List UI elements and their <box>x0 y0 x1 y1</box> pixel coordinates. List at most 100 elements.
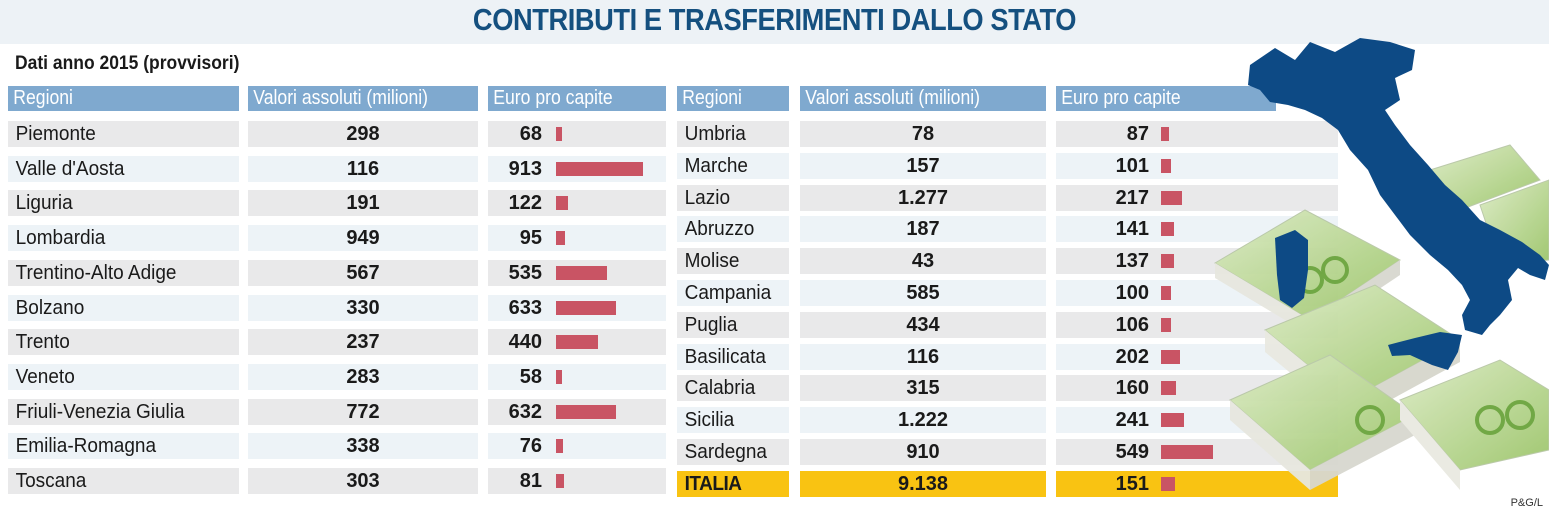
per-capita-bar <box>1161 158 1171 173</box>
money-stacks-icon <box>1214 38 1549 490</box>
region-name: Valle d'Aosta <box>15 157 125 180</box>
per-capita-value: 106 <box>1115 313 1149 336</box>
absolute-value-cell: 283 <box>248 363 478 390</box>
per-capita-value: 141 <box>1115 218 1149 241</box>
region-cell: Friuli-Venezia Giulia <box>8 398 239 425</box>
header-label: Regioni <box>682 87 742 109</box>
region-cell: Sardegna <box>677 439 789 465</box>
per-capita-value: 122 <box>508 192 542 215</box>
region-cell: Emilia-Romagna <box>8 433 239 460</box>
absolute-value-cell: 116 <box>800 343 1046 370</box>
absolute-value-cell: 772 <box>248 398 478 425</box>
per-capita-bar <box>1161 445 1213 459</box>
absolute-value-cell: 9.138 <box>800 470 1046 497</box>
per-capita-bar <box>1161 381 1176 396</box>
region-cell: Toscana <box>8 468 239 494</box>
absolute-value-cell: 434 <box>800 311 1046 338</box>
per-capita-bar <box>556 404 616 419</box>
italy-mainland-shape <box>1248 38 1549 335</box>
absolute-value-cell: 330 <box>248 294 478 321</box>
per-capita-bar <box>556 474 564 488</box>
per-capita-value: 160 <box>1115 377 1149 400</box>
header-regions-right: Regioni <box>677 86 789 111</box>
per-capita-cell: 76 <box>488 433 666 460</box>
header-percapita-left: Euro pro capite <box>488 86 666 111</box>
per-capita-cell: 535 <box>488 259 666 286</box>
region-cell: Campania <box>677 280 789 306</box>
region-cell: Veneto <box>8 363 239 390</box>
absolute-value-cell: 237 <box>248 329 478 356</box>
region-cell: Trento <box>8 329 239 356</box>
per-capita-value: 95 <box>519 227 542 250</box>
header-label: Valori assoluti (milioni) <box>805 87 981 109</box>
absolute-value-cell: 303 <box>248 468 478 494</box>
region-cell: Lombardia <box>8 225 239 252</box>
region-name: Bolzano <box>15 296 85 319</box>
per-capita-bar <box>556 300 616 315</box>
per-capita-bar <box>1161 222 1174 237</box>
region-name: Puglia <box>684 313 738 336</box>
per-capita-bar <box>556 369 562 384</box>
region-cell: Puglia <box>677 311 789 338</box>
per-capita-bar <box>556 439 563 454</box>
region-name: Umbria <box>684 123 746 145</box>
header-label: Euro pro capite <box>493 87 613 109</box>
absolute-value-cell: 191 <box>248 190 478 217</box>
per-capita-value: 100 <box>1115 282 1149 304</box>
chart-title: CONTRIBUTI E TRASFERIMENTI DALLO STATO <box>472 2 1077 37</box>
per-capita-cell: 58 <box>488 363 666 390</box>
region-name: Marche <box>684 154 748 177</box>
region-name: Calabria <box>684 377 756 400</box>
per-capita-value: 535 <box>508 261 542 284</box>
per-capita-bar <box>1161 254 1174 269</box>
region-cell: Piemonte <box>8 121 239 147</box>
absolute-value-cell: 187 <box>800 216 1046 243</box>
absolute-value-cell: 157 <box>800 152 1046 179</box>
per-capita-value: 549 <box>1115 441 1149 463</box>
region-cell: Lazio <box>677 184 789 211</box>
per-capita-value: 76 <box>519 435 542 458</box>
sardinia-shape <box>1275 230 1308 308</box>
absolute-value-cell: 116 <box>248 155 478 182</box>
per-capita-bar <box>556 127 562 141</box>
header-regions-left: Regioni <box>8 86 239 111</box>
region-name: Sardegna <box>684 441 768 463</box>
absolute-value-cell: 338 <box>248 433 478 460</box>
per-capita-cell: 101 <box>1056 152 1338 179</box>
per-capita-cell: 87 <box>1056 121 1338 147</box>
region-cell: Liguria <box>8 190 239 217</box>
absolute-value-cell: 567 <box>248 259 478 286</box>
region-name: Basilicata <box>684 345 766 368</box>
title-band <box>0 0 1549 44</box>
region-cell: Valle d'Aosta <box>8 155 239 182</box>
region-name: Veneto <box>15 365 75 388</box>
per-capita-cell: 81 <box>488 468 666 494</box>
per-capita-value: 68 <box>519 123 542 145</box>
header-label: Regioni <box>13 87 73 109</box>
region-name: Lazio <box>684 186 731 209</box>
chart-subtitle: Dati anno 2015 (provvisori) <box>15 53 240 74</box>
absolute-value-cell: 298 <box>248 121 478 147</box>
header-absolute-right: Valori assoluti (milioni) <box>800 86 1046 111</box>
per-capita-value: 241 <box>1115 409 1149 432</box>
header-percapita-right: Euro pro capite <box>1056 86 1276 111</box>
per-capita-value: 137 <box>1115 250 1149 273</box>
absolute-value-cell: 1.222 <box>800 407 1046 434</box>
sicily-shape <box>1388 332 1462 370</box>
per-capita-value: 632 <box>508 400 542 423</box>
absolute-value-cell: 1.277 <box>800 184 1046 211</box>
per-capita-bar <box>556 231 565 246</box>
per-capita-bar <box>556 196 568 211</box>
per-capita-value: 202 <box>1115 345 1149 368</box>
per-capita-value: 217 <box>1115 186 1149 209</box>
region-name: Friuli-Venezia Giulia <box>15 400 185 423</box>
per-capita-bar <box>1161 317 1171 332</box>
absolute-value-cell: 949 <box>248 225 478 252</box>
per-capita-cell: 633 <box>488 294 666 321</box>
region-name: Liguria <box>15 192 73 215</box>
region-cell: Trentino-Alto Adige <box>8 259 239 286</box>
credit-label: P&G/L <box>1510 497 1543 509</box>
region-name: Toscana <box>15 470 87 492</box>
region-name: Emilia-Romagna <box>15 435 157 458</box>
region-cell: Bolzano <box>8 294 239 321</box>
